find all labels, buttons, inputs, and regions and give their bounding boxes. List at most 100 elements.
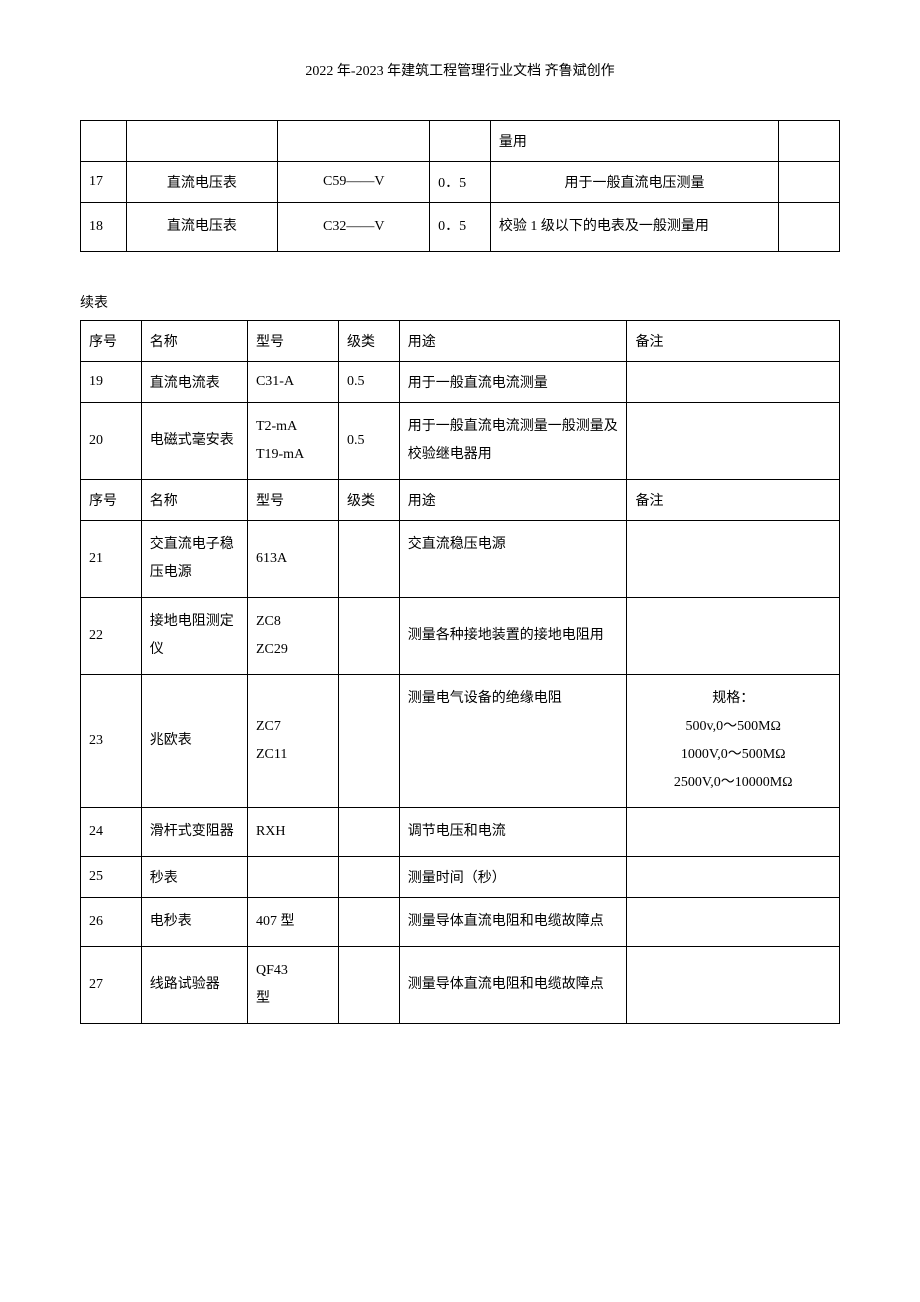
cell-note bbox=[627, 521, 840, 598]
table-row: 23 兆欧表 ZC7ZC11 测量电气设备的绝缘电阻 规格：500v,0～500… bbox=[81, 675, 840, 808]
cell-class: 0．5 bbox=[430, 162, 491, 203]
cell-use: 测量电气设备的绝缘电阻 bbox=[399, 675, 627, 808]
header-use: 用途 bbox=[399, 480, 627, 521]
cell-note bbox=[779, 121, 840, 162]
cell-use: 测量各种接地装置的接地电阻用 bbox=[399, 598, 627, 675]
cell-note bbox=[779, 162, 840, 203]
header-note: 备注 bbox=[627, 321, 840, 362]
cell-use: 量用 bbox=[490, 121, 778, 162]
cell-seq: 21 bbox=[81, 521, 142, 598]
header-note: 备注 bbox=[627, 480, 840, 521]
cell-use: 用于一般直流电流测量一般测量及校验继电器用 bbox=[399, 403, 627, 480]
cell-seq: 22 bbox=[81, 598, 142, 675]
header-seq: 序号 bbox=[81, 321, 142, 362]
cell-class: 0.5 bbox=[339, 403, 400, 480]
cell-use: 交直流稳压电源 bbox=[399, 521, 627, 598]
cell-use: 用于一般直流电压测量 bbox=[490, 162, 778, 203]
cell-name: 直流电流表 bbox=[141, 362, 247, 403]
cell-use: 测量导体直流电阻和电缆故障点 bbox=[399, 898, 627, 947]
table-row: 24 滑杆式变阻器 RXH 调节电压和电流 bbox=[81, 808, 840, 857]
cell-use: 校验 1 级以下的电表及一般测量用 bbox=[490, 203, 778, 252]
cell-class bbox=[339, 808, 400, 857]
cell-seq: 23 bbox=[81, 675, 142, 808]
cell-class: 0．5 bbox=[430, 203, 491, 252]
cell-name bbox=[126, 121, 278, 162]
cell-model: QF43型 bbox=[247, 947, 338, 1024]
cell-model: ZC7ZC11 bbox=[247, 675, 338, 808]
header-name: 名称 bbox=[141, 321, 247, 362]
header-class: 级类 bbox=[339, 321, 400, 362]
cell-use: 测量导体直流电阻和电缆故障点 bbox=[399, 947, 627, 1024]
cell-class: 0.5 bbox=[339, 362, 400, 403]
cell-name: 电秒表 bbox=[141, 898, 247, 947]
table-row: 20 电磁式毫安表 T2-mAT19-mA 0.5 用于一般直流电流测量一般测量… bbox=[81, 403, 840, 480]
cell-class bbox=[339, 857, 400, 898]
table-2: 序号 名称 型号 级类 用途 备注 19 直流电流表 C31-A 0.5 用于一… bbox=[80, 320, 840, 1024]
cell-class bbox=[339, 947, 400, 1024]
cell-model: 407 型 bbox=[247, 898, 338, 947]
table-header-row: 序号 名称 型号 级类 用途 备注 bbox=[81, 321, 840, 362]
cell-use: 调节电压和电流 bbox=[399, 808, 627, 857]
header-model: 型号 bbox=[247, 480, 338, 521]
table-row: 18 直流电压表 C32——V 0．5 校验 1 级以下的电表及一般测量用 bbox=[81, 203, 840, 252]
cell-note bbox=[779, 203, 840, 252]
continue-label: 续表 bbox=[80, 292, 840, 312]
cell-name: 兆欧表 bbox=[141, 675, 247, 808]
table-row: 25 秒表 测量时间（秒） bbox=[81, 857, 840, 898]
page-header: 2022 年-2023 年建筑工程管理行业文档 齐鲁斌创作 bbox=[80, 60, 840, 80]
cell-note bbox=[627, 947, 840, 1024]
cell-model: C32——V bbox=[278, 203, 430, 252]
cell-note bbox=[627, 403, 840, 480]
cell-note: 规格：500v,0～500MΩ1000V,0～500MΩ2500V,0～1000… bbox=[627, 675, 840, 808]
table-header-row: 序号 名称 型号 级类 用途 备注 bbox=[81, 480, 840, 521]
cell-note bbox=[627, 857, 840, 898]
cell-note bbox=[627, 598, 840, 675]
cell-name: 滑杆式变阻器 bbox=[141, 808, 247, 857]
header-title: 2022 年-2023 年建筑工程管理行业文档 齐鲁斌创作 bbox=[305, 64, 614, 79]
cell-name: 交直流电子稳压电源 bbox=[141, 521, 247, 598]
cell-model: T2-mAT19-mA bbox=[247, 403, 338, 480]
header-model: 型号 bbox=[247, 321, 338, 362]
cell-use: 用于一般直流电流测量 bbox=[399, 362, 627, 403]
cell-class bbox=[430, 121, 491, 162]
cell-model: C31-A bbox=[247, 362, 338, 403]
table-row: 17 直流电压表 C59——V 0．5 用于一般直流电压测量 bbox=[81, 162, 840, 203]
cell-seq: 27 bbox=[81, 947, 142, 1024]
cell-note bbox=[627, 898, 840, 947]
table-row: 27 线路试验器 QF43型 测量导体直流电阻和电缆故障点 bbox=[81, 947, 840, 1024]
cell-seq: 24 bbox=[81, 808, 142, 857]
table-row: 19 直流电流表 C31-A 0.5 用于一般直流电流测量 bbox=[81, 362, 840, 403]
cell-seq bbox=[81, 121, 127, 162]
cell-class bbox=[339, 898, 400, 947]
cell-name: 电磁式毫安表 bbox=[141, 403, 247, 480]
table-row: 21 交直流电子稳压电源 613A 交直流稳压电源 bbox=[81, 521, 840, 598]
cell-model: ZC8ZC29 bbox=[247, 598, 338, 675]
table-row: 26 电秒表 407 型 测量导体直流电阻和电缆故障点 bbox=[81, 898, 840, 947]
cell-seq: 20 bbox=[81, 403, 142, 480]
cell-model: 613A bbox=[247, 521, 338, 598]
cell-name: 秒表 bbox=[141, 857, 247, 898]
cell-model bbox=[247, 857, 338, 898]
cell-class bbox=[339, 521, 400, 598]
cell-use: 测量时间（秒） bbox=[399, 857, 627, 898]
cell-name: 线路试验器 bbox=[141, 947, 247, 1024]
cell-seq: 19 bbox=[81, 362, 142, 403]
table-row: 量用 bbox=[81, 121, 840, 162]
cell-seq: 17 bbox=[81, 162, 127, 203]
cell-class bbox=[339, 675, 400, 808]
table-row: 22 接地电阻测定仪 ZC8ZC29 测量各种接地装置的接地电阻用 bbox=[81, 598, 840, 675]
cell-model: C59——V bbox=[278, 162, 430, 203]
header-class: 级类 bbox=[339, 480, 400, 521]
cell-class bbox=[339, 598, 400, 675]
cell-name: 接地电阻测定仪 bbox=[141, 598, 247, 675]
cell-name: 直流电压表 bbox=[126, 162, 278, 203]
cell-seq: 25 bbox=[81, 857, 142, 898]
cell-name: 直流电压表 bbox=[126, 203, 278, 252]
table-1: 量用 17 直流电压表 C59——V 0．5 用于一般直流电压测量 18 直流电… bbox=[80, 120, 840, 252]
cell-note bbox=[627, 362, 840, 403]
cell-note bbox=[627, 808, 840, 857]
header-name: 名称 bbox=[141, 480, 247, 521]
cell-model: RXH bbox=[247, 808, 338, 857]
header-use: 用途 bbox=[399, 321, 627, 362]
cell-seq: 26 bbox=[81, 898, 142, 947]
